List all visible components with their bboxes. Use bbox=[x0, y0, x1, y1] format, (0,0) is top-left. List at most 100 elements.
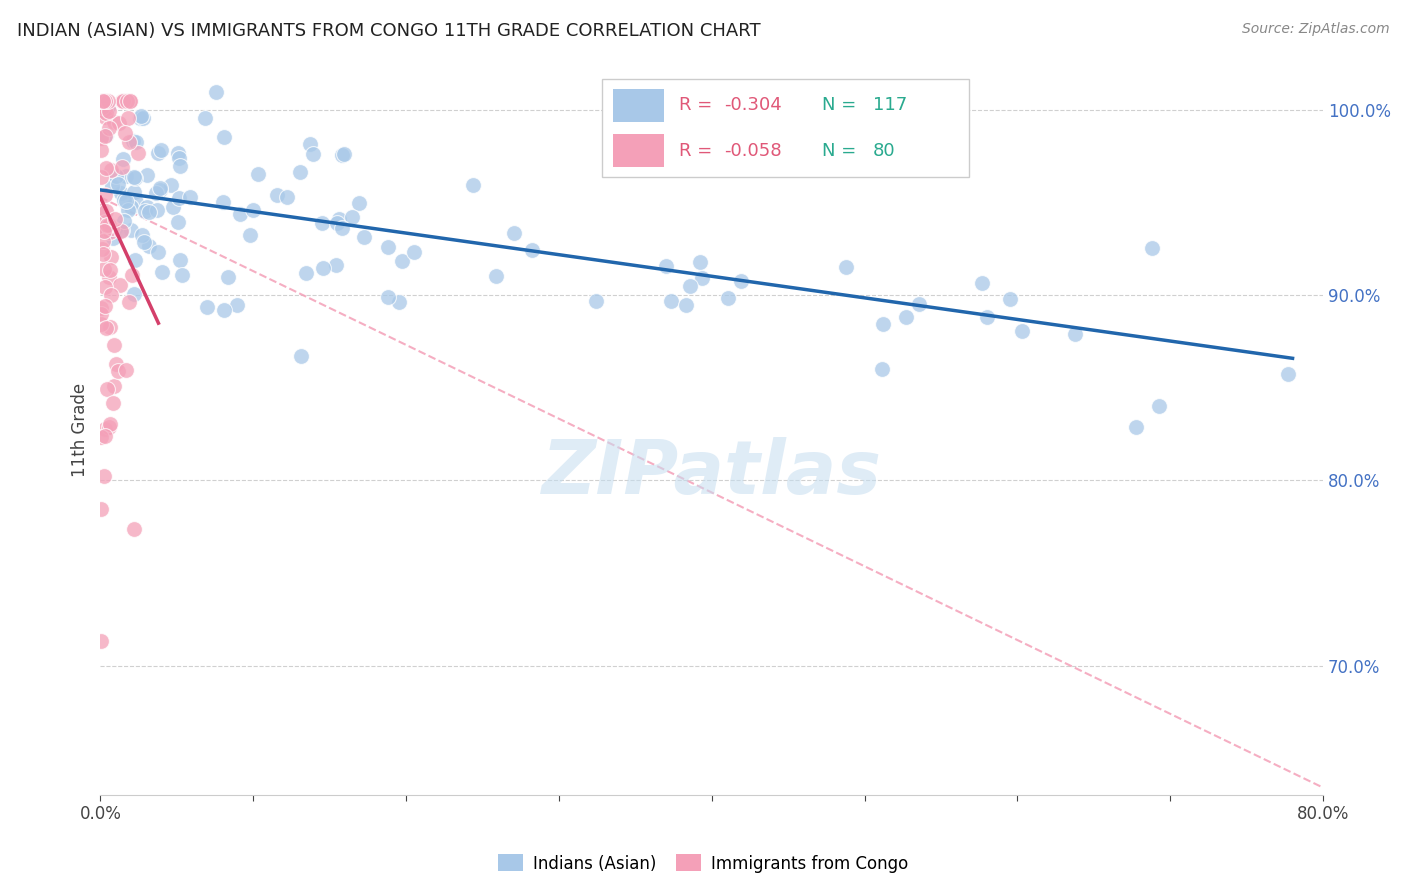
Point bbox=[124, 194, 146, 209]
Point bbox=[160, 178, 183, 193]
Point bbox=[114, 126, 136, 140]
Point bbox=[138, 205, 160, 219]
Legend: Indians (Asian), Immigrants from Congo: Indians (Asian), Immigrants from Congo bbox=[491, 847, 915, 880]
Point bbox=[122, 186, 145, 200]
Point bbox=[145, 186, 167, 201]
Point bbox=[107, 364, 129, 378]
Point bbox=[91, 94, 114, 108]
Point bbox=[402, 244, 425, 259]
Point bbox=[91, 94, 114, 108]
Point bbox=[503, 226, 526, 240]
Point bbox=[93, 104, 115, 119]
Point bbox=[124, 286, 146, 301]
Point bbox=[118, 295, 141, 310]
Point bbox=[659, 294, 682, 309]
Point bbox=[872, 317, 894, 331]
Point bbox=[276, 189, 298, 203]
Point bbox=[212, 195, 235, 210]
Point bbox=[90, 94, 112, 108]
Point bbox=[295, 266, 318, 280]
Point bbox=[689, 254, 711, 268]
Point bbox=[730, 274, 752, 288]
Point bbox=[690, 270, 713, 285]
Point bbox=[117, 94, 139, 108]
Point bbox=[93, 187, 115, 202]
Point bbox=[91, 247, 114, 261]
Point bbox=[111, 94, 134, 108]
Point bbox=[90, 131, 112, 145]
Point bbox=[391, 253, 413, 268]
Point bbox=[124, 171, 146, 186]
Point bbox=[340, 210, 363, 224]
Point bbox=[118, 94, 141, 108]
Point bbox=[1147, 399, 1170, 413]
Text: ZIPatlas: ZIPatlas bbox=[541, 437, 882, 510]
Point bbox=[96, 218, 118, 232]
Point bbox=[349, 196, 371, 211]
Point bbox=[149, 181, 172, 195]
Point bbox=[112, 94, 135, 108]
Point bbox=[117, 202, 139, 217]
Point bbox=[332, 221, 354, 235]
Point bbox=[330, 147, 353, 161]
Point bbox=[120, 94, 142, 108]
Point bbox=[90, 204, 112, 219]
Point bbox=[96, 128, 118, 143]
Point bbox=[149, 183, 172, 197]
Point bbox=[150, 143, 173, 157]
Point bbox=[110, 224, 132, 238]
Point bbox=[98, 225, 121, 239]
Point bbox=[675, 298, 697, 312]
Point bbox=[91, 242, 114, 256]
Point bbox=[100, 163, 122, 178]
Point bbox=[94, 215, 117, 229]
Point bbox=[332, 146, 354, 161]
Point bbox=[98, 103, 121, 118]
Point bbox=[894, 310, 917, 325]
Point bbox=[972, 276, 994, 290]
Point bbox=[94, 429, 117, 443]
Point bbox=[94, 129, 117, 144]
Point bbox=[90, 502, 112, 516]
Point bbox=[98, 218, 121, 232]
Point bbox=[146, 203, 169, 218]
Point bbox=[655, 259, 678, 273]
Point bbox=[103, 379, 125, 393]
Point bbox=[326, 216, 349, 230]
Point bbox=[146, 146, 169, 161]
Point bbox=[90, 430, 112, 444]
Point bbox=[328, 212, 350, 227]
Point bbox=[167, 145, 190, 160]
Point bbox=[118, 135, 141, 149]
Point bbox=[908, 297, 931, 311]
Point bbox=[150, 265, 173, 279]
Point bbox=[290, 349, 312, 363]
Point bbox=[121, 268, 143, 282]
Point bbox=[97, 94, 120, 108]
Point bbox=[242, 203, 264, 218]
Point bbox=[90, 169, 112, 184]
Point bbox=[97, 226, 120, 240]
Point bbox=[91, 234, 114, 248]
Point bbox=[129, 109, 152, 123]
Point bbox=[1277, 368, 1299, 382]
Point bbox=[120, 200, 142, 214]
Point bbox=[167, 191, 190, 205]
Point bbox=[194, 111, 217, 125]
Point bbox=[90, 318, 112, 332]
Point bbox=[290, 165, 312, 179]
Point bbox=[101, 230, 124, 244]
Point bbox=[120, 222, 142, 236]
Point bbox=[835, 260, 858, 275]
Point bbox=[91, 94, 114, 108]
Point bbox=[325, 258, 347, 272]
Point bbox=[166, 215, 188, 229]
Point bbox=[98, 120, 121, 135]
Point bbox=[94, 422, 117, 436]
Point bbox=[226, 298, 249, 312]
Point bbox=[93, 469, 115, 483]
Point bbox=[94, 161, 117, 176]
Point bbox=[108, 116, 131, 130]
Point bbox=[97, 420, 120, 434]
Point bbox=[148, 244, 170, 259]
